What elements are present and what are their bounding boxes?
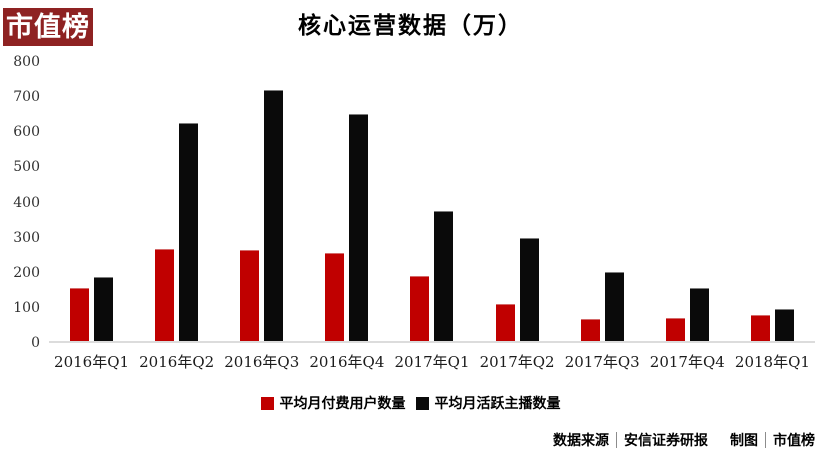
legend-swatch-icon [415, 396, 429, 410]
bar-avg-active-streamers [264, 90, 284, 341]
legend: 平均月付费用户数量 平均月活跃主播数量 [0, 393, 821, 413]
x-axis: 2016年Q1 2016年Q2 2016年Q3 2016年Q4 2017年Q1 2017年… [49, 351, 815, 372]
x-axis-label: 2016年Q1 [54, 353, 130, 371]
x-axis-label: 2017年Q3 [564, 353, 640, 371]
bar-avg-paying-users [240, 250, 260, 341]
source-label: 数据来源 [553, 433, 609, 449]
bar-group [495, 62, 539, 341]
x-axis-label: 2018年Q1 [734, 353, 810, 371]
bar-group [70, 62, 114, 341]
bar-avg-paying-users [495, 304, 515, 341]
y-axis-tick: 200 [13, 264, 40, 281]
x-axis-label: 2016年Q4 [309, 353, 385, 371]
credit-label: 制图 [730, 433, 758, 449]
bar-group [750, 62, 794, 341]
bar-group [410, 62, 454, 341]
bar-avg-active-streamers [434, 211, 454, 341]
x-axis-label: 2017年Q2 [479, 353, 555, 371]
bar-avg-active-streamers [689, 288, 709, 341]
bar-avg-active-streamers [774, 309, 794, 341]
bar-avg-paying-users [580, 319, 600, 341]
x-axis-label: 2017年Q4 [649, 353, 725, 371]
x-axis-label: 2016年Q3 [224, 353, 300, 371]
attribution-line: 数据来源 安信证券研报 制图 市值榜 [553, 430, 815, 450]
x-axis-label: 2017年Q1 [394, 353, 470, 371]
bar-avg-paying-users [155, 249, 175, 341]
y-axis: 0 100 200 300 400 500 600 700 800 [0, 54, 40, 351]
plot-area [49, 62, 815, 343]
bar-avg-paying-users [70, 288, 90, 341]
bar-avg-active-streamers [94, 277, 114, 341]
legend-swatch-icon [260, 396, 274, 410]
bar-avg-paying-users [665, 318, 685, 341]
bar-avg-active-streamers [519, 238, 539, 341]
bar-avg-paying-users [325, 253, 345, 341]
bar-group [665, 62, 709, 341]
shizhibang-logo: 市值榜 [3, 8, 93, 46]
bar-group [580, 62, 624, 341]
legend-item: 平均月活跃主播数量 [415, 393, 561, 413]
bar-avg-paying-users [750, 315, 770, 341]
y-axis-tick: 500 [13, 159, 40, 176]
credit-value: 市值榜 [773, 433, 815, 449]
y-axis-tick: 700 [13, 89, 40, 106]
y-axis-tick: 0 [31, 335, 40, 351]
y-axis-tick: 100 [13, 299, 40, 316]
bar-avg-active-streamers [179, 123, 199, 341]
bar-avg-active-streamers [349, 114, 369, 341]
legend-item: 平均月付费用户数量 [260, 393, 406, 413]
separator [616, 432, 617, 448]
legend-label: 平均月活跃主播数量 [434, 396, 561, 412]
bar-group [325, 62, 369, 341]
bar-group [155, 62, 199, 341]
legend-label: 平均月付费用户数量 [279, 396, 406, 412]
y-axis-tick: 600 [13, 124, 40, 141]
x-axis-label: 2016年Q2 [139, 353, 215, 371]
y-axis-tick: 800 [13, 54, 40, 70]
chart-title: 核心运营数据（万） [298, 12, 523, 39]
y-axis-tick: 300 [13, 229, 40, 246]
y-axis-tick: 400 [13, 194, 40, 211]
bar-avg-paying-users [410, 276, 430, 341]
bar-avg-active-streamers [604, 272, 624, 341]
source-value: 安信证券研报 [624, 433, 708, 449]
separator [765, 432, 766, 448]
bar-group [240, 62, 284, 341]
